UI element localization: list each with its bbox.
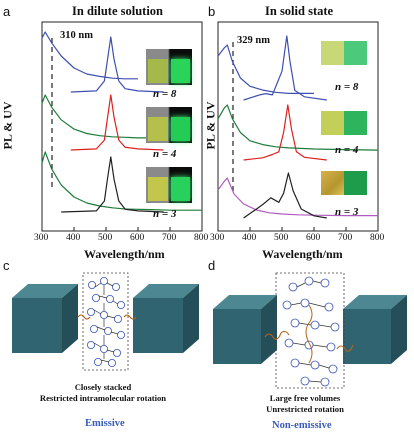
series-n8-pl [243,35,327,101]
molecule-d-dashed-box [275,272,345,389]
chain-left [77,314,91,320]
right-cube-side [183,284,199,353]
series-n3-pl [61,156,164,213]
panel-a-label-n3: n = 3 [153,208,177,220]
chain-right [123,314,137,320]
series-n3-uv [217,177,378,217]
right-cube-front [133,298,183,353]
series-n4-pl [243,104,327,161]
chart-b-frame [217,21,379,232]
panel-c-caption-2: Restricted intramolecular rotation [39,393,167,403]
right-cube-top [133,284,199,298]
chain-d-right [336,344,354,352]
left-cube-top [12,284,78,298]
right-cube-d-top [343,295,407,309]
xtick-label: 800 [370,233,385,243]
molecule-dashed-box [82,272,129,371]
molecule-extended [282,276,340,387]
xtick-label: 700 [162,233,177,243]
panel-label-b: b [208,4,216,19]
panel-label-d: d [208,258,216,273]
panel-label-a: a [3,4,11,19]
panel-a-label-n4: n = 4 [153,148,177,160]
left-cube-front [12,298,62,353]
series-n4-uv [41,94,164,139]
panel-d-illustration [213,272,407,389]
series-n8-pl [70,36,164,93]
molecule-extended-bonds [290,280,332,383]
left-cube-d-top [213,295,277,309]
film-photo-n8 [321,41,367,65]
xtick-label: 700 [338,233,353,243]
panel-a-xlabel: Wavelength/nm [84,247,165,261]
xtick-label: 600 [130,233,145,243]
series-n3-uv [41,151,202,211]
film-photo-n3 [321,171,367,195]
panel-c-illustration [12,272,199,371]
panel-d-caption-2: Unrestricted rotation [266,404,344,414]
molecule-compact-bonds [93,282,119,363]
xtick-label: 400 [66,233,81,243]
vial-photo-n4 [146,107,192,143]
panel-label-c: c [3,258,10,273]
vial-photo-n8 [146,49,192,85]
xtick-label: 800 [194,233,209,243]
xtick-label: 400 [242,233,257,243]
panel-d-caption-1: Large free volumes [269,393,341,403]
panel-b-title: In solid state [265,4,334,18]
vial-photo-n3 [146,167,192,203]
right-cube-d-side [391,295,407,364]
panel-b-label-n3: n = 3 [335,206,359,218]
panel-d-state: Non-emissive [272,420,332,431]
xtick-label: 300 [210,233,225,243]
xtick-label: 600 [306,233,321,243]
panel-b-label-n8: n = 8 [335,81,359,93]
xtick-label: 500 [274,233,289,243]
molecule-compact [87,276,126,368]
film-photo-n4 [321,111,367,135]
left-cube-d-front [213,309,261,364]
panel-b-label-n4: n = 4 [335,144,359,156]
chain-d-middle [305,304,313,364]
right-cube-d-front [343,309,391,364]
panel-c-caption-1: Closely stacked [74,382,132,392]
xtick-label: 300 [34,233,49,243]
chart-a-frame [41,21,203,232]
chain-d-left [264,330,290,340]
series-n4-uv [217,104,379,151]
series-n8-uv [217,44,314,94]
panel-b-peak-label: 329 nm [237,35,270,46]
panel-a-title: In dilute solution [72,4,164,18]
series-n4-pl [70,94,164,151]
left-cube-side [62,284,78,353]
panel-a-peak-label: 310 nm [60,30,93,41]
xtick-label: 500 [98,233,113,243]
panel-a-label-n8: n = 8 [153,88,177,100]
series-n3-pl [243,172,327,219]
panel-b-xlabel: Wavelength/nm [262,247,343,261]
left-cube-d-side [261,295,277,364]
panel-c-state: Emissive [85,418,125,429]
